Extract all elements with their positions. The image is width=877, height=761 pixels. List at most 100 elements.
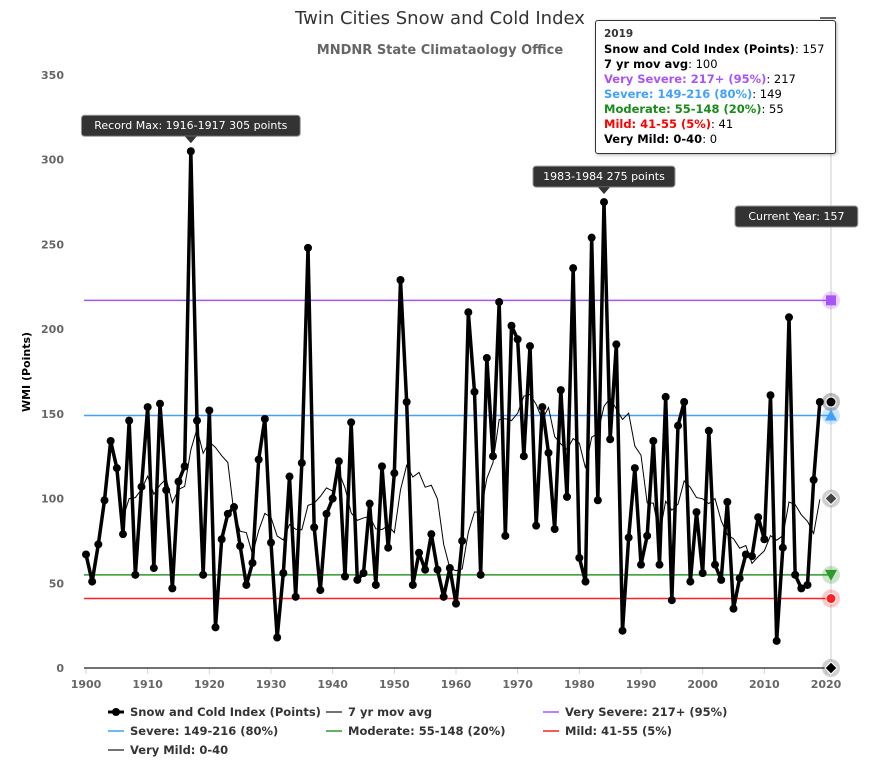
tooltip-row: 7 yr mov avg: 100: [604, 57, 827, 72]
data-point: [131, 570, 140, 579]
x-tick-label: 1990: [626, 678, 657, 691]
x-tick-label: 1970: [502, 678, 533, 691]
y-axis-label: WMI (Points): [20, 332, 33, 412]
data-point: [334, 457, 343, 466]
moving-average-line: [122, 393, 821, 572]
data-point: [310, 523, 319, 532]
data-point: [667, 596, 676, 605]
data-point: [544, 448, 553, 457]
data-point: [815, 397, 824, 406]
x-tick-label: 1930: [256, 678, 287, 691]
data-point: [341, 572, 349, 581]
tooltip-row: Very Severe: 217+ (95%): 217: [604, 72, 827, 87]
index-line: [84, 149, 822, 643]
data-point: [390, 469, 399, 478]
data-point: [322, 509, 331, 518]
data-point: [100, 496, 109, 505]
x-tick-label: 1910: [132, 678, 163, 691]
data-point: [760, 535, 769, 544]
data-point: [236, 542, 245, 551]
legend-item: Mild: 41-55 (5%): [565, 724, 672, 738]
data-point: [88, 577, 97, 586]
data-point: [137, 482, 146, 491]
data-point: [476, 570, 485, 579]
x-tick-label: 1950: [379, 678, 410, 691]
data-point: [482, 353, 491, 362]
data-point: [723, 497, 732, 506]
data-point: [316, 586, 325, 595]
x-tick-label: 1920: [194, 678, 225, 691]
data-point: [82, 550, 90, 559]
data-point: [470, 387, 479, 396]
data-point: [581, 577, 590, 586]
annotation-text: Record Max: 1916-1917 305 points: [94, 119, 287, 132]
data-point: [94, 540, 103, 549]
data-point: [304, 243, 312, 252]
tooltip-row-value: : 100: [688, 57, 718, 71]
data-point: [242, 580, 251, 589]
y-tick-label: 100: [41, 493, 64, 506]
x-tick-label: 2000: [687, 678, 718, 691]
chart-subtitle: MNDNR State Climataology Office: [317, 43, 564, 58]
data-point: [365, 499, 374, 508]
tooltip-row: Very Mild: 0-40: 0: [604, 132, 827, 147]
data-point: [711, 560, 719, 569]
data-point: [353, 575, 362, 584]
data-point: [267, 538, 275, 547]
data-point: [328, 494, 337, 503]
data-point: [686, 577, 695, 586]
data-point: [452, 599, 460, 608]
data-point: [260, 414, 269, 423]
data-point: [297, 458, 306, 467]
data-point: [180, 462, 189, 471]
data-point: [285, 472, 294, 481]
tooltip-row-value: : 55: [761, 102, 784, 116]
tooltip-row-label: Very Severe: 217+ (95%): [604, 72, 767, 86]
data-point: [402, 397, 411, 406]
data-point: [458, 536, 467, 545]
data-point: [692, 508, 701, 517]
tooltip-row-value: : 157: [794, 42, 825, 56]
y-tick-label: 50: [49, 577, 65, 590]
data-point: [569, 264, 578, 273]
square-marker-icon: [826, 295, 836, 306]
triangle-down-marker-icon: [825, 569, 837, 581]
triangle-marker-icon: [825, 409, 837, 421]
data-point: [735, 574, 744, 583]
x-tick-label: 1900: [71, 678, 102, 691]
data-point: [149, 564, 158, 573]
annotation-text: Current Year: 157: [748, 210, 844, 223]
data-point: [612, 340, 621, 349]
x-tick-label: 1940: [317, 678, 348, 691]
data-point: [230, 503, 238, 512]
data-point: [273, 633, 282, 642]
data-point: [526, 342, 534, 351]
chart-title: Twin Cities Snow and Cold Index: [294, 8, 585, 29]
data-point: [119, 530, 127, 539]
y-tick-label: 300: [41, 154, 64, 167]
x-tick-label: 1960: [441, 678, 472, 691]
circle-marker-icon: [825, 396, 837, 408]
data-point: [661, 392, 670, 401]
data-point: [698, 569, 707, 578]
data-point: [624, 533, 633, 542]
data-point: [248, 558, 257, 567]
data-point: [359, 569, 368, 578]
data-point: [371, 580, 380, 589]
data-point: [421, 565, 430, 574]
y-tick-label: 200: [41, 323, 64, 336]
tooltip-row-label: 7 yr mov avg: [604, 57, 689, 71]
x-tick-label: 2020: [811, 678, 842, 691]
data-point: [106, 436, 115, 445]
data-point: [205, 406, 214, 415]
x-tick-label: 1980: [564, 678, 595, 691]
y-tick-label: 350: [41, 69, 64, 82]
tooltip-row-label: Snow and Cold Index (Points): [604, 42, 795, 56]
data-point: [112, 464, 121, 473]
legend-marker: [112, 708, 120, 716]
legend-item: Very Mild: 0-40: [130, 743, 228, 757]
data-point: [199, 570, 208, 579]
data-point: [291, 592, 300, 601]
